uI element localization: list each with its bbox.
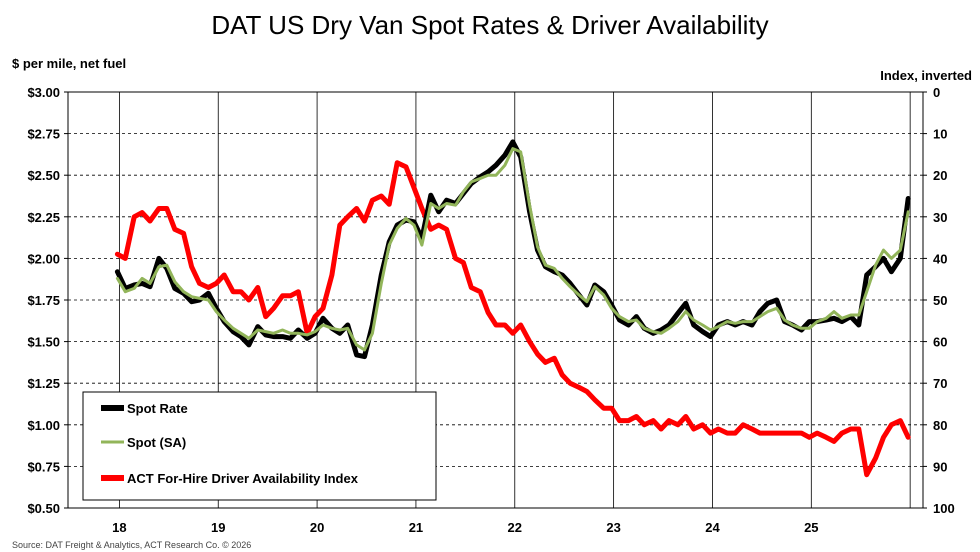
legend-label-spot-rate: Spot Rate <box>127 401 188 416</box>
y-tick-label: $1.50 <box>27 335 60 350</box>
y2-tick-label: 50 <box>933 293 947 308</box>
y-tick-label: $2.00 <box>27 251 60 266</box>
y2-tick-label: 30 <box>933 210 947 225</box>
series-line-spot-rate <box>114 139 911 360</box>
legend-label-spot-sa: Spot (SA) <box>127 435 186 450</box>
series-lines <box>114 139 911 478</box>
x-tick-label: 18 <box>112 520 126 535</box>
y2-axis-label: Index, inverted <box>880 68 972 83</box>
x-tick-label: 25 <box>804 520 818 535</box>
axes: $3.00 0 $2.75 10 $2.50 20 $2.25 30 $2.00 40 $1.75 5… <box>27 85 954 535</box>
grid <box>68 92 923 508</box>
series-line-driver-index <box>114 160 911 478</box>
series-line-spot-sa <box>115 147 910 352</box>
y2-tick-label: 40 <box>933 251 947 266</box>
y-tick-label: $2.50 <box>27 168 60 183</box>
y-tick-label: $2.25 <box>27 210 60 225</box>
x-tick-label: 23 <box>606 520 620 535</box>
y2-tick-label: 0 <box>933 85 940 100</box>
y-tick-label: $1.75 <box>27 293 60 308</box>
y2-tick-label: 60 <box>933 335 947 350</box>
x-tick-label: 19 <box>211 520 225 535</box>
y-axis-label: $ per mile, net fuel <box>12 56 126 71</box>
legend: Spot Rate Spot (SA) ACT For-Hire Driver … <box>82 391 437 501</box>
y2-tick-label: 10 <box>933 127 947 142</box>
x-tick-label: 21 <box>409 520 423 535</box>
y-tick-label: $3.00 <box>27 85 60 100</box>
x-tick-label: 20 <box>310 520 324 535</box>
legend-box <box>82 391 437 501</box>
y-tick-label: $2.75 <box>27 127 60 142</box>
x-tick-label: 24 <box>705 520 720 535</box>
y-tick-label: $1.00 <box>27 418 60 433</box>
source-note: Source: DAT Freight & Analytics, ACT Res… <box>12 540 251 550</box>
x-tick-label: 22 <box>508 520 522 535</box>
y2-tick-label: 100 <box>933 501 955 516</box>
legend-label-driver-index: ACT For-Hire Driver Availability Index <box>127 471 359 486</box>
y2-tick-label: 90 <box>933 459 947 474</box>
y2-tick-label: 70 <box>933 376 947 391</box>
chart-title: DAT US Dry Van Spot Rates & Driver Avail… <box>211 10 768 40</box>
y-tick-label: $0.50 <box>27 501 60 516</box>
y-tick-label: $1.25 <box>27 376 60 391</box>
y-tick-label: $0.75 <box>27 459 60 474</box>
y2-tick-label: 80 <box>933 418 947 433</box>
y2-tick-label: 20 <box>933 168 947 183</box>
